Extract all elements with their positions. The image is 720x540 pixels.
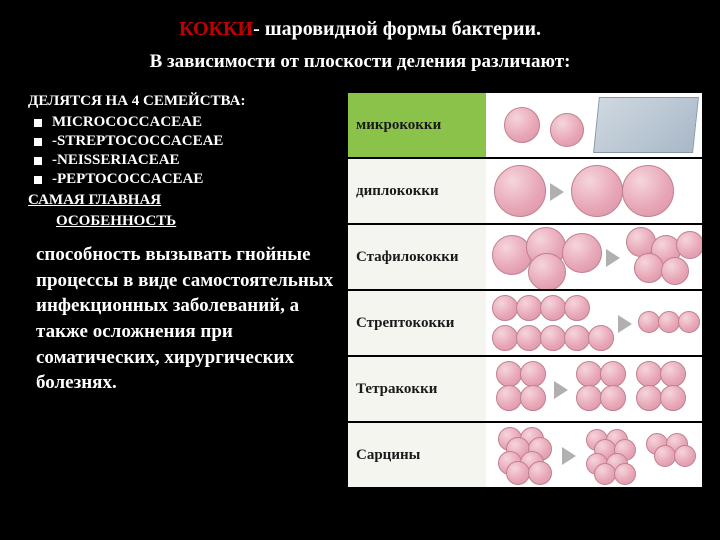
main-feature: САМАЯ ГЛАВНАЯ ОСОБЕННОСТЬ	[28, 190, 338, 232]
title-rest: - шаровидной формы бактерии.	[253, 18, 541, 40]
family-label: -PEPTOCOCCACEAE	[52, 171, 203, 187]
family-item: MICROCOCCACEAE	[34, 114, 338, 131]
type-row-strepto: Стрептококки	[348, 291, 702, 355]
title-highlight: КОККИ	[179, 18, 253, 40]
type-label: микрококки	[348, 93, 486, 157]
family-item: -STREPTOCOCCACEAE	[34, 133, 338, 150]
type-label: Стрептококки	[348, 291, 486, 355]
right-column: микрококки диплококки Стафилококки	[348, 93, 702, 489]
slide-subtitle: В зависимости от плоскости деления разли…	[0, 51, 720, 73]
type-row-micro: микрококки	[348, 93, 702, 157]
type-row-sarcina: Сарцины	[348, 423, 702, 487]
type-row-tetra: Тетракокки	[348, 357, 702, 421]
bullet-icon	[34, 176, 42, 184]
type-image-micro	[486, 93, 702, 157]
bullet-icon	[34, 119, 42, 127]
type-label: Сарцины	[348, 423, 486, 487]
type-image-strepto	[486, 291, 702, 355]
families-header: ДЕЛЯТСЯ НА 4 СЕМЕЙСТВА:	[28, 93, 338, 110]
left-column: ДЕЛЯТСЯ НА 4 СЕМЕЙСТВА: MICROCOCCACEAE -…	[28, 93, 338, 489]
family-item: -NEISSERIACEAE	[34, 152, 338, 169]
family-label: MICROCOCCACEAE	[52, 114, 202, 130]
type-row-diplo: диплококки	[348, 159, 702, 223]
feature-line1: САМАЯ ГЛАВНАЯ	[28, 192, 161, 208]
type-label: Тетракокки	[348, 357, 486, 421]
family-label: -NEISSERIACEAE	[52, 152, 180, 168]
bullet-icon	[34, 157, 42, 165]
slide-title: КОККИ- шаровидной формы бактерии.	[0, 0, 720, 41]
family-label: -STREPTOCOCCACEAE	[52, 133, 223, 149]
type-row-staphylo: Стафилококки	[348, 225, 702, 289]
bullet-icon	[34, 138, 42, 146]
content-area: ДЕЛЯТСЯ НА 4 СЕМЕЙСТВА: MICROCOCCACEAE -…	[0, 93, 720, 489]
type-image-diplo	[486, 159, 702, 223]
type-label: диплококки	[348, 159, 486, 223]
type-label: Стафилококки	[348, 225, 486, 289]
feature-line2: ОСОБЕННОСТЬ	[56, 213, 176, 229]
type-image-tetra	[486, 357, 702, 421]
ability-text: способность вызывать гнойные процессы в …	[36, 242, 338, 396]
type-image-sarcina	[486, 423, 702, 487]
family-item: -PEPTOCOCCACEAE	[34, 171, 338, 188]
type-image-staphylo	[486, 225, 702, 289]
